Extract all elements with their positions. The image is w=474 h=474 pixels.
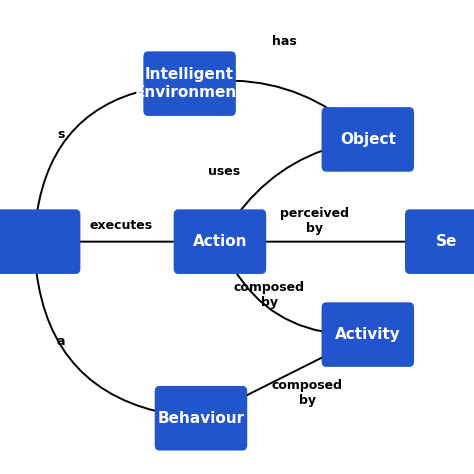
FancyBboxPatch shape (321, 107, 414, 172)
FancyBboxPatch shape (173, 210, 266, 274)
FancyArrowPatch shape (235, 146, 339, 218)
Text: Action: Action (193, 234, 247, 249)
Text: has: has (272, 36, 297, 48)
Text: composed
by: composed by (234, 281, 305, 309)
Text: Behaviour: Behaviour (157, 411, 245, 426)
FancyBboxPatch shape (155, 386, 247, 450)
Text: s: s (57, 128, 64, 141)
Text: Intelligent
Environment: Intelligent Environment (135, 67, 245, 100)
FancyArrowPatch shape (233, 268, 340, 334)
Text: Activity: Activity (335, 327, 401, 342)
FancyBboxPatch shape (0, 210, 81, 274)
FancyArrowPatch shape (217, 81, 346, 120)
FancyArrowPatch shape (36, 269, 172, 414)
FancyArrowPatch shape (37, 87, 160, 214)
FancyBboxPatch shape (405, 210, 474, 274)
Text: Se: Se (436, 234, 457, 249)
Text: a: a (56, 335, 65, 348)
Text: uses: uses (208, 165, 240, 178)
Text: composed
by: composed by (272, 379, 343, 407)
Text: perceived
by: perceived by (280, 207, 349, 235)
FancyBboxPatch shape (321, 302, 414, 367)
Text: Object: Object (340, 132, 396, 147)
FancyBboxPatch shape (143, 51, 236, 116)
Text: executes: executes (90, 219, 153, 232)
FancyArrowPatch shape (226, 348, 341, 406)
